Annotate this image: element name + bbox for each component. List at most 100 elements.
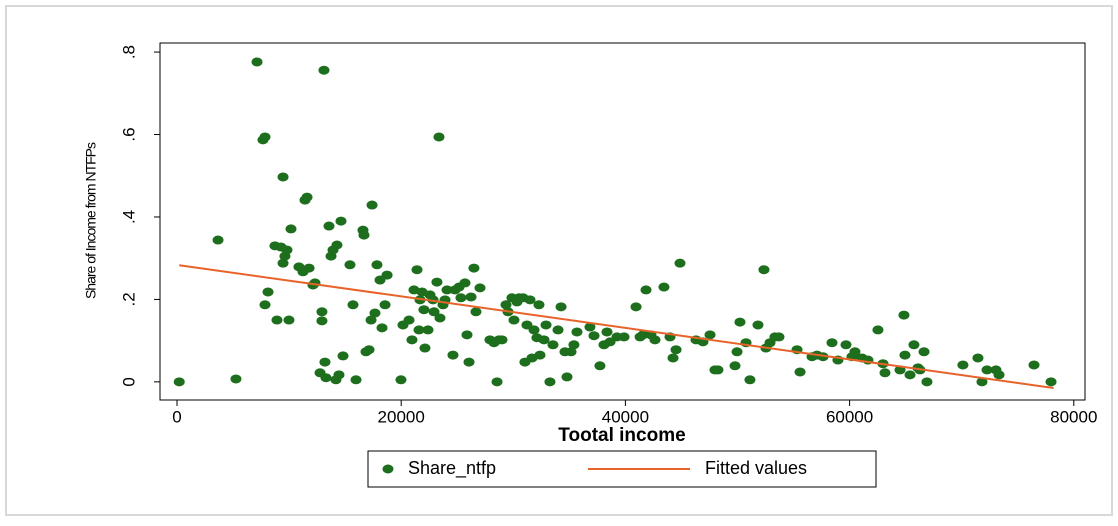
point xyxy=(744,375,756,385)
point xyxy=(318,65,330,75)
point xyxy=(262,287,274,297)
point xyxy=(259,300,271,310)
point xyxy=(395,375,407,385)
y-tick-label: .4 xyxy=(119,210,138,224)
y-tick-label: .6 xyxy=(119,127,138,141)
point xyxy=(428,307,440,317)
y-tick-label: 0 xyxy=(119,377,138,386)
point xyxy=(849,347,861,357)
point xyxy=(840,340,852,350)
point xyxy=(588,331,600,341)
point xyxy=(1028,360,1040,370)
y-tick-label: .2 xyxy=(119,292,138,306)
point xyxy=(277,172,289,182)
point xyxy=(976,377,988,387)
point xyxy=(731,347,743,357)
point xyxy=(752,320,764,330)
x-tick-label: 20000 xyxy=(378,407,425,426)
point xyxy=(618,332,630,342)
point xyxy=(301,192,313,202)
point xyxy=(463,357,475,367)
point xyxy=(544,377,556,387)
point xyxy=(413,325,425,335)
point xyxy=(658,282,670,292)
point xyxy=(993,370,1005,380)
x-tick-label: 40000 xyxy=(602,407,649,426)
point xyxy=(323,221,335,231)
point xyxy=(921,377,933,387)
point xyxy=(433,132,445,142)
point xyxy=(441,285,453,295)
point xyxy=(538,335,550,345)
point xyxy=(649,335,661,345)
point xyxy=(303,263,315,273)
point xyxy=(277,258,289,268)
point xyxy=(794,367,806,377)
point xyxy=(571,327,583,337)
point xyxy=(826,338,838,348)
point xyxy=(981,365,993,375)
legend-label: Fitted values xyxy=(705,458,807,478)
point xyxy=(468,263,480,273)
point xyxy=(371,260,383,270)
point xyxy=(565,347,577,357)
point xyxy=(403,315,415,325)
point xyxy=(447,350,459,360)
point xyxy=(528,325,540,335)
point xyxy=(547,340,559,350)
legend-label: Share_ntfp xyxy=(408,458,496,479)
point xyxy=(904,370,916,380)
legend-marker xyxy=(382,464,394,474)
point xyxy=(369,308,381,318)
point xyxy=(366,200,378,210)
point xyxy=(552,325,564,335)
point xyxy=(540,320,552,330)
point xyxy=(281,245,293,255)
plot-area xyxy=(159,42,1086,401)
point xyxy=(630,302,642,312)
point xyxy=(363,345,375,355)
y-tick-label: .8 xyxy=(119,45,138,59)
point xyxy=(872,325,884,335)
point xyxy=(1045,377,1057,387)
point xyxy=(637,330,649,340)
point xyxy=(316,307,328,317)
point xyxy=(584,322,596,332)
point xyxy=(972,353,984,363)
point xyxy=(418,305,430,315)
point xyxy=(431,277,443,287)
point xyxy=(465,292,477,302)
x-tick-label: 60000 xyxy=(826,407,873,426)
point xyxy=(455,293,467,303)
point xyxy=(491,377,503,387)
point xyxy=(918,347,930,357)
point xyxy=(957,360,969,370)
point xyxy=(173,377,185,387)
point xyxy=(365,315,377,325)
point xyxy=(376,323,388,333)
point xyxy=(251,57,263,67)
point xyxy=(908,340,920,350)
point xyxy=(640,285,652,295)
point xyxy=(508,315,520,325)
point xyxy=(674,258,686,268)
point xyxy=(320,373,332,383)
y-axis-title: Share of Income from NTFPs xyxy=(83,142,99,299)
point xyxy=(474,283,486,293)
point xyxy=(347,300,359,310)
point xyxy=(434,313,446,323)
point xyxy=(601,327,613,337)
point xyxy=(212,235,224,245)
point xyxy=(406,335,418,345)
x-axis-title: Tootal income xyxy=(558,425,685,446)
point xyxy=(899,350,911,360)
point xyxy=(500,300,512,310)
point xyxy=(555,302,567,312)
point xyxy=(459,278,471,288)
frame xyxy=(5,5,1113,516)
point xyxy=(568,340,580,350)
point xyxy=(534,350,546,360)
point xyxy=(712,365,724,375)
point xyxy=(758,265,770,275)
